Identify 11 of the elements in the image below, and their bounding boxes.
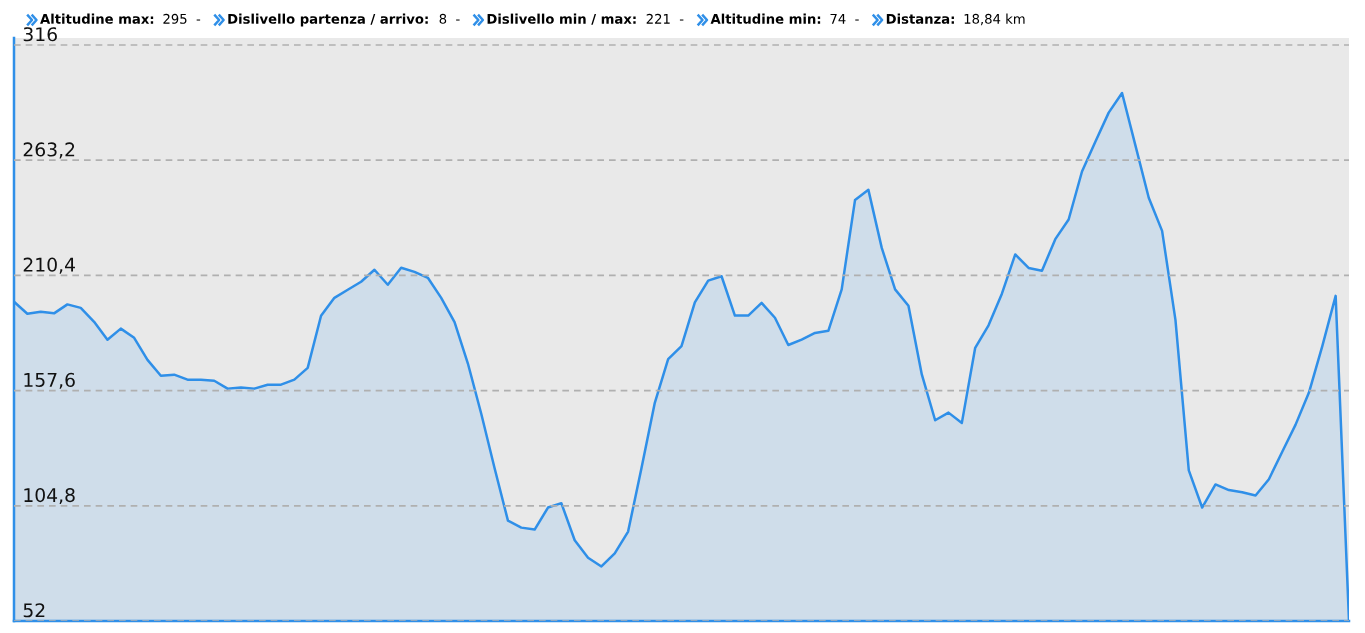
y-tick-label: 210,4 <box>23 257 75 274</box>
y-tick-label: 263,2 <box>23 142 75 159</box>
text: Distanza: 18,84 km <box>886 13 1025 26</box>
y-tick-label: 104,8 <box>24 487 75 505</box>
text: Dislivello min / max: 221 - <box>487 13 684 25</box>
text: Dislivello partenza / arrivo: 8 - <box>228 13 460 27</box>
y-tick-label: 157,6 <box>24 372 75 389</box>
text: Altitudine max: 295 - <box>40 13 201 24</box>
y-tick-label: 52 <box>23 603 45 618</box>
text: Altitudine min: 74 - <box>710 13 859 24</box>
y-tick-label: 316 <box>23 27 57 42</box>
